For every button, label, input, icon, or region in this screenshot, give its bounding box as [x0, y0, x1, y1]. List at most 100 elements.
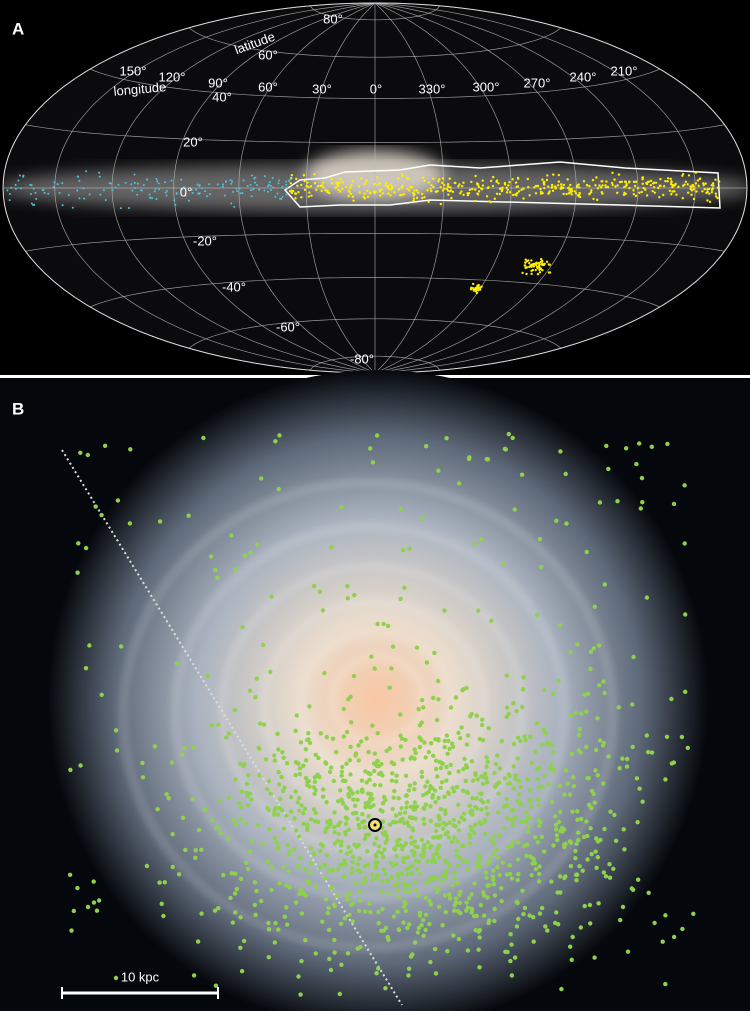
star [477, 927, 482, 933]
star [352, 199, 355, 202]
star [574, 872, 580, 877]
star [457, 855, 462, 861]
star [515, 877, 520, 883]
star [488, 200, 491, 203]
star [384, 184, 387, 187]
star [436, 795, 441, 801]
star [151, 197, 154, 200]
star [372, 768, 377, 774]
star [516, 176, 520, 180]
galaxy [48, 370, 708, 1016]
star [451, 190, 455, 194]
star [574, 841, 579, 846]
star [372, 782, 377, 788]
star [32, 187, 35, 190]
star [169, 760, 175, 765]
star [481, 890, 486, 895]
star [364, 780, 369, 785]
star [367, 901, 372, 906]
star [428, 959, 433, 965]
star [398, 507, 404, 512]
star [548, 190, 551, 193]
star [474, 713, 479, 718]
longitude-label: 240° [570, 69, 597, 84]
star [710, 188, 714, 191]
star [155, 178, 158, 181]
star [717, 180, 721, 183]
star [599, 186, 603, 189]
star [342, 916, 348, 921]
star [376, 183, 379, 186]
star [277, 805, 282, 811]
star [416, 893, 421, 898]
star [373, 860, 378, 865]
star [447, 770, 452, 776]
star [491, 175, 495, 179]
star [691, 911, 696, 916]
star [562, 827, 567, 832]
star [593, 747, 599, 753]
star [303, 893, 308, 898]
star [389, 183, 393, 186]
star [250, 174, 253, 177]
star [397, 819, 403, 824]
star [588, 666, 593, 672]
star [269, 887, 274, 893]
star [566, 186, 570, 190]
star [404, 793, 409, 798]
star [363, 832, 369, 838]
star [464, 742, 470, 747]
star [324, 188, 327, 192]
star [231, 180, 234, 183]
star [53, 181, 56, 184]
star [659, 177, 662, 181]
star [415, 930, 421, 935]
star [649, 444, 654, 449]
star [293, 772, 298, 778]
star [294, 192, 298, 195]
star [578, 186, 581, 189]
star [297, 796, 302, 801]
star [259, 476, 264, 481]
star [205, 673, 210, 679]
star [398, 596, 403, 602]
star [295, 177, 298, 181]
star [363, 878, 368, 884]
star [322, 670, 327, 676]
star [434, 190, 438, 193]
star [315, 188, 318, 191]
star [266, 920, 271, 926]
star [421, 196, 424, 200]
star [229, 871, 234, 876]
star [276, 769, 281, 775]
star [564, 521, 569, 526]
star [78, 197, 81, 200]
star [508, 958, 513, 964]
latitude-label: -80° [350, 351, 374, 366]
star [486, 726, 491, 731]
star [71, 206, 74, 209]
star [685, 745, 690, 751]
star [153, 190, 156, 193]
star [303, 758, 309, 763]
star [232, 567, 238, 572]
star [270, 189, 273, 192]
star [191, 973, 197, 978]
star [499, 886, 504, 891]
star [155, 197, 158, 200]
star [407, 546, 412, 551]
star [85, 170, 88, 173]
star [383, 986, 388, 991]
star [554, 186, 558, 190]
star [627, 181, 631, 184]
star [407, 922, 412, 927]
star [526, 829, 531, 834]
star [443, 808, 448, 813]
star [305, 822, 310, 827]
star [383, 925, 389, 931]
star [447, 746, 452, 752]
star [427, 921, 432, 927]
star [383, 872, 388, 877]
star [332, 810, 337, 815]
star [541, 192, 544, 195]
